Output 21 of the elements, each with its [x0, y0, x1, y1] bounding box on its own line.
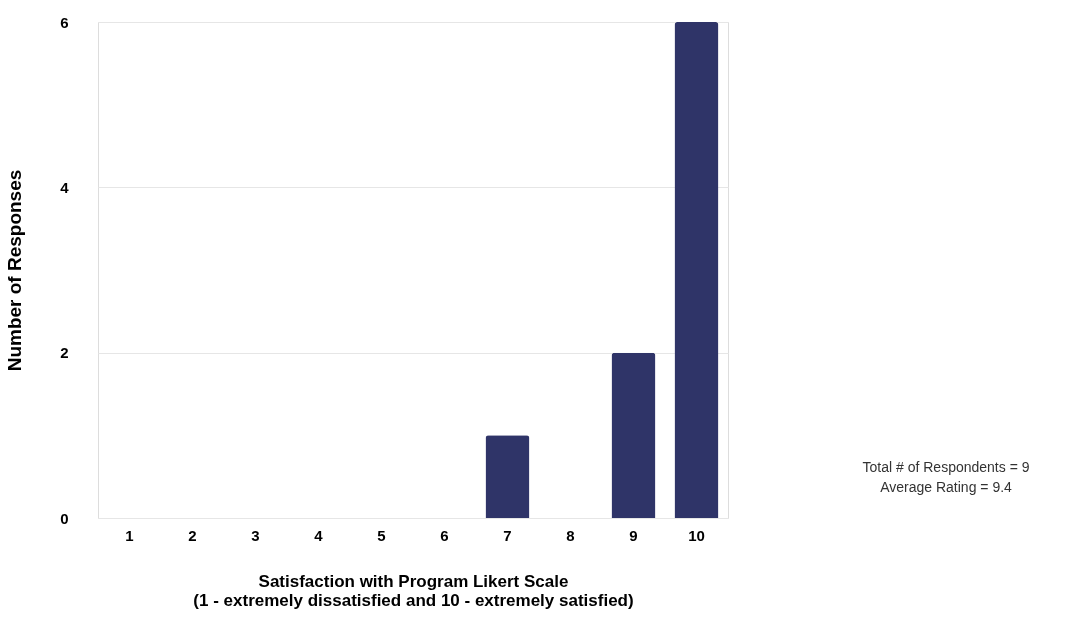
x-tick-label: 2	[188, 526, 197, 544]
x-tick-label: 10	[688, 526, 705, 544]
x-tick-label: 9	[629, 526, 638, 544]
x-tick-label: 8	[566, 526, 575, 544]
text: Total # of Respondents = 9	[862, 459, 1030, 475]
x-tick-label: 3	[251, 526, 260, 544]
x-tick-label: 1	[125, 526, 134, 544]
y-tick-label: 6	[60, 13, 69, 31]
y-axis-title: Number of Responses	[4, 169, 26, 372]
y-tick-label: 2	[60, 344, 69, 362]
bar	[611, 352, 656, 518]
y-tick-label: 0	[60, 509, 69, 527]
bar	[674, 22, 719, 518]
x-tick-label: 4	[314, 526, 324, 544]
x-tick-label: 7	[503, 526, 512, 544]
x-tick-label: 5	[377, 526, 386, 544]
x-axis-title: Satisfaction with Program Likert Scale (1 - extremely dissatisfied and 10 - extremely satisfied)	[193, 571, 634, 610]
text: Average Rating = 9.4	[880, 479, 1013, 495]
x-tick-label: 6	[440, 526, 449, 544]
bar	[485, 435, 530, 518]
y-tick-label: 4	[60, 178, 70, 196]
